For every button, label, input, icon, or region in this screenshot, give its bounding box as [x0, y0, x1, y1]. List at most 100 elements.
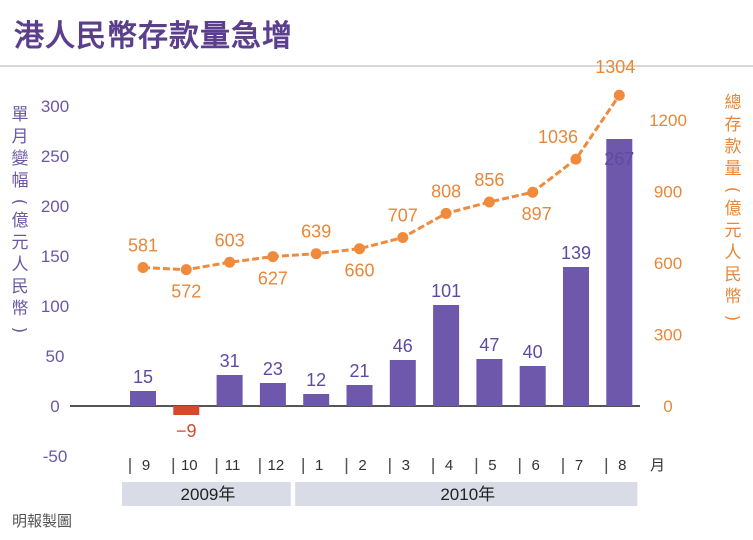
- source-credit: 明報製圖: [12, 512, 72, 530]
- deposit-value-label: 897: [522, 204, 552, 224]
- axis-title-char: 總: [725, 93, 742, 113]
- bar-value-labels: 15 −9 31 23 12 21 46 101 47 40 139 267: [133, 149, 634, 441]
- deposit-point: [440, 207, 452, 219]
- axis-title-char: 民: [12, 277, 29, 297]
- left-tick-label: 150: [41, 247, 69, 266]
- bar: [303, 394, 330, 406]
- bar: [606, 139, 633, 406]
- right-tick-label: 1200: [649, 111, 687, 130]
- deposit-value-label: 1036: [538, 127, 578, 147]
- left-tick-label: 200: [41, 197, 69, 216]
- deposit-point: [310, 248, 322, 260]
- deposit-point: [180, 264, 192, 276]
- right-tick-label: 0: [663, 397, 672, 416]
- right-axis-ticks: 1200 900 600 300 0: [649, 111, 687, 416]
- left-tick-label: 100: [41, 297, 69, 316]
- bar: [476, 359, 503, 406]
- title-band: [0, 0, 753, 62]
- deposit-point: [570, 153, 582, 165]
- deposit-point: [354, 243, 365, 255]
- axis-title-char: ): [722, 315, 742, 322]
- deposit-value-label: 572: [171, 282, 201, 302]
- left-tick-label: 0: [50, 397, 59, 416]
- month-label: 1: [315, 457, 323, 474]
- deposit-point: [397, 231, 409, 243]
- bar: [389, 360, 416, 406]
- bar-value-label: 101: [431, 281, 461, 301]
- bar-value-label: 267: [604, 149, 634, 169]
- axis-title-char: 存: [725, 115, 742, 135]
- deposit-value-label: 856: [474, 170, 504, 190]
- axis-title-char: 人: [12, 255, 29, 275]
- axis-title-char: 幣: [12, 299, 29, 319]
- bar-value-label: 40: [523, 342, 543, 362]
- bar-value-label: 47: [479, 335, 499, 355]
- bar: [259, 383, 286, 406]
- bar: [519, 366, 546, 406]
- month-label: 3: [402, 457, 410, 474]
- axis-title-char: 民: [725, 265, 742, 285]
- month-labels: 9 10 11 12 1 2 3 4 5 6 7 8: [129, 457, 626, 474]
- bar: [216, 375, 243, 406]
- axis-title-char: 人: [725, 243, 742, 263]
- left-tick-label: 50: [46, 347, 65, 366]
- deposit-point: [613, 89, 625, 101]
- axis-title-char: 月: [12, 127, 29, 147]
- month-label: 6: [532, 457, 540, 474]
- bar-value-label: 139: [561, 243, 591, 263]
- line-series: [137, 89, 625, 276]
- right-tick-label: 300: [654, 326, 682, 345]
- month-label: 5: [488, 457, 496, 474]
- year-band: [122, 482, 291, 506]
- year-label: 2009年: [181, 485, 236, 504]
- bar-value-label: 31: [220, 351, 240, 371]
- deposit-value-label: 627: [258, 269, 288, 289]
- right-tick-label: 600: [654, 254, 682, 273]
- deposit-value-label: 603: [215, 230, 245, 250]
- month-label: 12: [268, 457, 285, 474]
- left-tick-label: 250: [41, 147, 69, 166]
- axis-title-char: 量: [725, 159, 742, 179]
- bar-value-label: 23: [263, 359, 283, 379]
- bar: [433, 305, 460, 406]
- axis-title-char: 變: [12, 149, 29, 169]
- left-tick-label: -50: [43, 447, 68, 466]
- axis-title-char: 元: [725, 221, 742, 241]
- axis-title-char: 元: [12, 233, 29, 253]
- bar-value-label: 15: [133, 367, 153, 387]
- bar-series: [130, 139, 633, 415]
- bar-value-label: 46: [393, 336, 413, 356]
- month-label: 8: [618, 457, 626, 474]
- deposit-point: [137, 262, 149, 274]
- bar-value-label: 12: [306, 370, 326, 390]
- axis-title-char: (: [9, 199, 29, 206]
- deposit-point: [483, 196, 495, 208]
- month-unit-label: 月: [650, 457, 665, 474]
- line-value-labels: 581 572 603 627 639 660 707 808 856 897 1036 1304: [128, 57, 635, 301]
- deposit-value-label: 808: [431, 181, 461, 201]
- deposit-value-label: 660: [344, 261, 374, 281]
- month-label: 4: [445, 457, 453, 474]
- left-axis-ticks: 300 250 200 150 100 50 0 -50: [41, 97, 69, 466]
- axis-title-char: ): [9, 327, 29, 334]
- axis-title-char: 幅: [12, 171, 29, 191]
- deposit-point: [527, 186, 539, 198]
- month-label: 9: [142, 457, 150, 474]
- deposit-value-label: 581: [128, 236, 158, 256]
- left-tick-label: 300: [41, 97, 69, 116]
- month-label: 10: [181, 457, 198, 474]
- axis-title-char: (: [722, 187, 742, 194]
- month-label: 11: [225, 457, 241, 474]
- bar-value-label: 21: [349, 361, 369, 381]
- axis-title-char: 億: [12, 211, 29, 231]
- deposit-point: [224, 256, 236, 268]
- month-label: 7: [575, 457, 583, 474]
- year-band: [295, 482, 638, 506]
- year-label: 2010年: [440, 485, 495, 504]
- right-tick-label: 900: [654, 183, 682, 202]
- bar: [173, 406, 200, 415]
